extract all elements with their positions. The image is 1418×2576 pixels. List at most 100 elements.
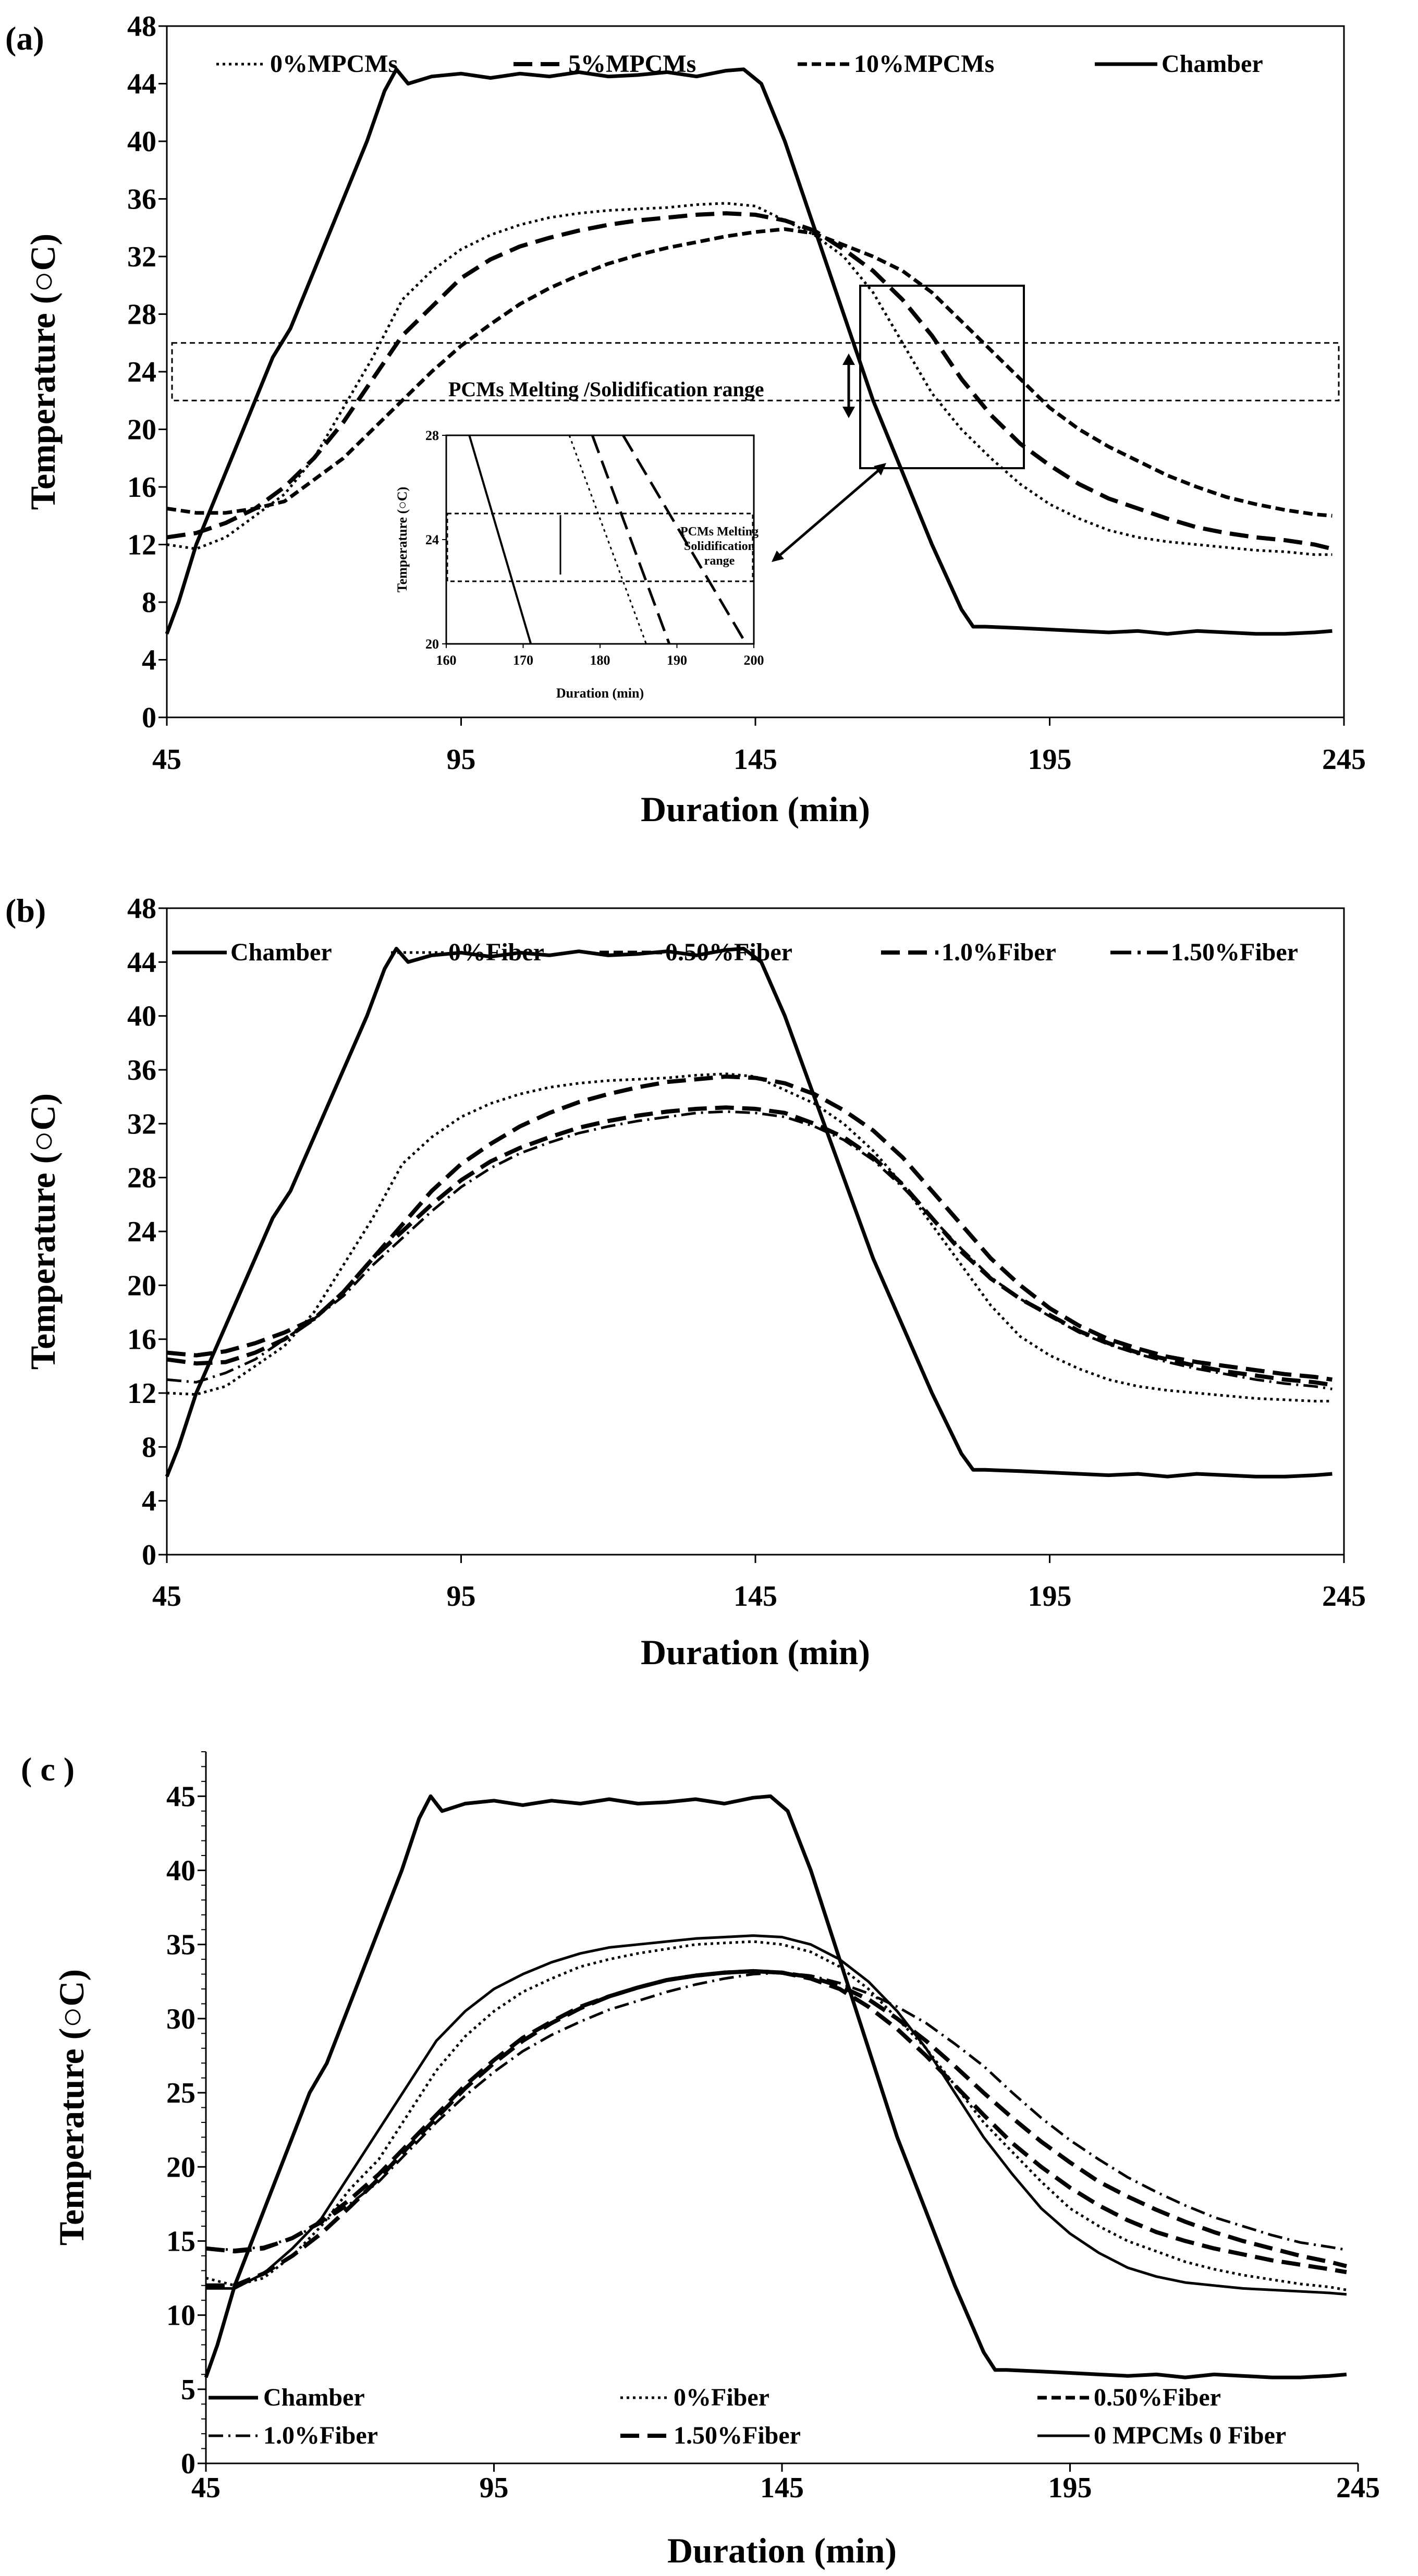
x-tick-label: 195 <box>1028 1580 1072 1613</box>
inset-series-line <box>468 435 532 644</box>
y-tick-label: 8 <box>142 587 156 619</box>
panel-a-zoom-arrow-head-2 <box>772 551 784 562</box>
y-tick-label: 48 <box>127 10 156 43</box>
x-tick-label: 145 <box>734 1580 777 1613</box>
legend-label-1.50pct-fiber: 1.50%Fiber <box>674 2422 801 2449</box>
series-line-1-0-fiber <box>166 1105 1333 1387</box>
panel-c-series <box>204 1794 1347 2379</box>
y-tick-label: 4 <box>142 644 156 677</box>
inset-y-tick-label: 20 <box>425 637 439 652</box>
y-tick-label: 10 <box>166 2300 195 2332</box>
panel-a-inset: 20 24 28 160 170 180 190 200 PCMs Melting Solid… <box>395 428 764 701</box>
panel-c-y-ticks: 0 5 10 15 20 25 30 35 40 45 <box>166 1751 206 2480</box>
x-tick-label: 145 <box>760 2472 804 2504</box>
panel-b-x-ticks: 45 95 145 195 245 <box>152 1555 1366 1613</box>
panel-c-x-ticks: 45 95 145 195 245 <box>191 2463 1380 2504</box>
y-tick-label: 32 <box>127 241 156 273</box>
y-tick-label: 5 <box>181 2374 195 2406</box>
y-tick-label: 48 <box>127 893 156 925</box>
panel-a-legend: 0%MPCMs 5%MPCMs 10%MPCMs Chamber <box>216 50 1263 78</box>
series-line-chamber <box>165 67 1333 636</box>
y-tick-label: 44 <box>127 946 156 979</box>
panel-a-x-axis-title: Duration (min) <box>641 789 870 829</box>
panel-a-band-annotation: PCMs Melting /Solidification range <box>448 377 764 401</box>
panel-b-series <box>165 947 1333 1479</box>
inset-y-axis-title: Temperature (○C) <box>395 487 410 593</box>
y-tick-label: 44 <box>127 68 156 101</box>
x-tick-label: 195 <box>1048 2472 1092 2504</box>
panel-a-band-arrow-head-top <box>842 353 855 365</box>
x-tick-label: 195 <box>1028 743 1072 776</box>
panel-a-band <box>171 342 1340 401</box>
panel-a-plot-frame <box>166 25 1345 718</box>
melting-band-rect <box>171 342 1340 401</box>
y-tick-label: 16 <box>127 471 156 504</box>
panel-b-y-axis-title: Temperature (○C) <box>23 1093 63 1370</box>
y-tick-label: 0 <box>181 2448 195 2480</box>
y-tick-label: 4 <box>142 1485 156 1518</box>
series-line-10-mpcms <box>166 227 1333 518</box>
panel-a-zoom-arrow-head-1 <box>874 463 886 475</box>
x-tick-label: 95 <box>447 743 476 776</box>
panel-c-label: ( c ) <box>21 1751 75 1788</box>
legend-label-0pct-fiber: 0%Fiber <box>448 938 544 966</box>
panel-c-y-axis-title: Temperature (○C) <box>52 1969 91 2245</box>
inset-x-ticks: 160 170 180 190 200 <box>436 644 764 668</box>
x-tick-label: 45 <box>152 743 181 776</box>
inset-x-tick-label: 200 <box>744 653 764 668</box>
y-tick-label: 24 <box>127 356 156 388</box>
legend-label-0pct-mpcms: 0%MPCMs <box>270 50 398 78</box>
y-tick-label: 15 <box>166 2225 195 2257</box>
panel-a-x-ticks: 45 95 145 195 245 <box>152 717 1366 776</box>
panel-a-zoom-arrow <box>776 467 882 559</box>
y-tick-label: 40 <box>127 1000 156 1033</box>
series-line-chamber <box>204 1794 1347 2379</box>
inset-y-tick-label: 28 <box>425 428 439 443</box>
panel-b-plot-frame <box>166 907 1345 1556</box>
y-tick-label: 20 <box>127 414 156 446</box>
series-line-1-50-fiber <box>166 1110 1333 1390</box>
y-tick-label: 16 <box>127 1324 156 1356</box>
inset-x-tick-label: 170 <box>513 653 533 668</box>
inset-y-ticks: 20 24 28 <box>425 428 446 652</box>
y-tick-label: 30 <box>166 2003 195 2035</box>
panel-c: ( c ) 0 5 10 15 20 25 30 35 40 45 45 95 145 195 245 C… <box>21 1751 1380 2570</box>
y-tick-label: 0 <box>142 702 156 734</box>
legend-label-0pct-fiber: 0%Fiber <box>674 2384 769 2411</box>
series-line-5-mpcms <box>166 211 1333 551</box>
legend-label-chamber: Chamber <box>230 938 332 966</box>
series-line-0-fiber <box>166 1072 1333 1402</box>
panel-a-band-arrow-head-bottom <box>842 407 855 418</box>
x-tick-label: 245 <box>1322 743 1366 776</box>
panel-a-label: (a) <box>5 20 44 57</box>
legend-label-chamber: Chamber <box>1162 50 1263 78</box>
legend-label-10pct-mpcms: 10%MPCMs <box>854 50 994 78</box>
x-tick-label: 45 <box>191 2472 221 2504</box>
y-tick-label: 36 <box>127 184 156 216</box>
x-tick-label: 245 <box>1322 1580 1366 1613</box>
legend-label-1.0pct-fiber: 1.0%Fiber <box>942 938 1056 966</box>
panel-a-zoom-box <box>859 285 1025 469</box>
y-tick-label: 20 <box>127 1269 156 1302</box>
x-tick-label: 95 <box>447 1580 476 1613</box>
inset-y-tick-label: 24 <box>425 532 439 547</box>
panel-b-x-axis-title: Duration (min) <box>641 1632 870 1672</box>
inset-band-annotation-line1: PCMs Melting Solidification range <box>680 525 759 568</box>
inset-x-tick-label: 160 <box>436 653 457 668</box>
y-tick-label: 25 <box>166 2077 195 2109</box>
series-line-0-50-fiber <box>166 1074 1333 1382</box>
legend-label-0-mpcms-0-fiber: 0 MPCMs 0 Fiber <box>1094 2422 1286 2449</box>
legend-label-5pct-mpcms: 5%MPCMs <box>568 50 696 78</box>
panel-a-series <box>165 67 1333 636</box>
inset-x-tick-label: 180 <box>590 653 610 668</box>
y-tick-label: 45 <box>166 1780 195 1813</box>
series-line-0-mpcms-0-fiber <box>206 1934 1347 2296</box>
series-line-1-0-fiber <box>205 1971 1347 2251</box>
x-tick-label: 95 <box>480 2472 509 2504</box>
y-tick-label: 12 <box>127 1377 156 1410</box>
inset-series-line <box>591 435 671 644</box>
